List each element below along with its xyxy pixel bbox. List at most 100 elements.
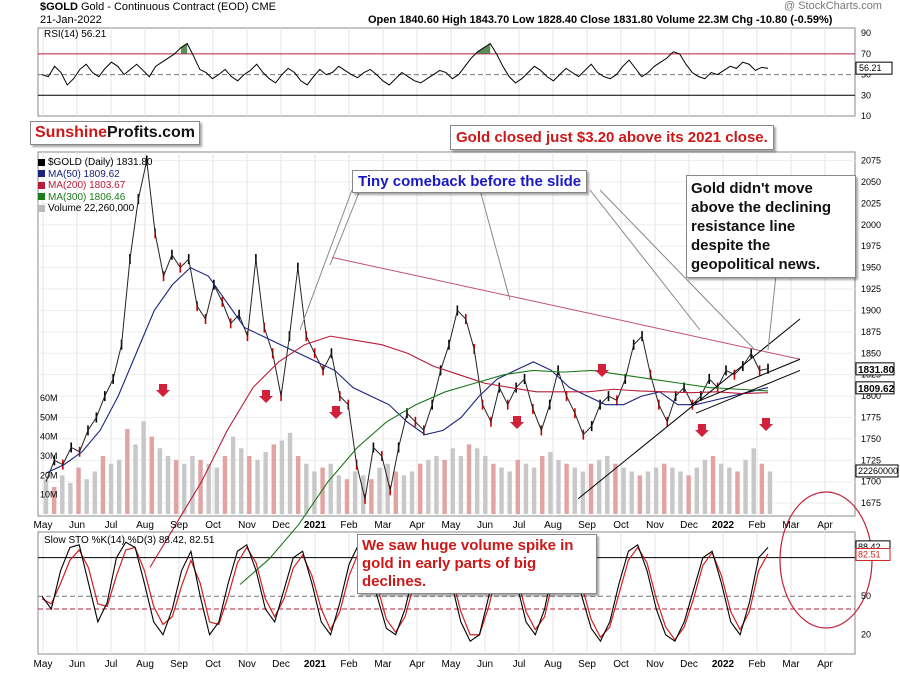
volume-bar bbox=[328, 463, 333, 514]
price-x-tick-label: Jul bbox=[513, 520, 526, 531]
watermark: @ StockCharts.com bbox=[784, 0, 882, 12]
exchange: CME bbox=[251, 1, 276, 13]
price-x-tick-label: Mar bbox=[374, 520, 392, 531]
price-y-tick-label: 1800 bbox=[861, 391, 881, 401]
price-x-tick-label: Dec bbox=[272, 520, 290, 531]
volume-bar bbox=[214, 467, 220, 514]
down-arrow-icon bbox=[595, 364, 609, 377]
sto-x-tick-label: Jul bbox=[513, 659, 526, 670]
price-value-tag-label: 1831.80 bbox=[858, 365, 895, 376]
sto-x-tick-label: Dec bbox=[272, 659, 290, 670]
volume-bar bbox=[540, 456, 545, 514]
price-x-tick-label: Sep bbox=[578, 520, 596, 531]
volume-bar bbox=[43, 479, 49, 514]
volume-bar bbox=[572, 467, 577, 514]
price-x-tick-label: 2022 bbox=[712, 520, 735, 531]
volume-bar bbox=[92, 471, 98, 514]
price-x-tick-label: Feb bbox=[340, 520, 358, 531]
price-x-tick-label: May bbox=[34, 520, 53, 531]
volume-bar bbox=[190, 456, 195, 514]
volume-bar bbox=[60, 475, 65, 514]
sto-x-tick-label: Jul bbox=[105, 659, 118, 670]
volume-bar bbox=[767, 471, 773, 514]
volume-bar bbox=[344, 479, 350, 514]
annotation-volume: We saw huge volume spike in gold in earl… bbox=[357, 534, 597, 594]
resistance-line bbox=[331, 256, 801, 360]
volume-bar bbox=[483, 456, 488, 514]
sto-value-tag-label: 88.42 bbox=[858, 542, 881, 552]
volume-bar bbox=[287, 432, 293, 514]
volume-bar bbox=[206, 463, 211, 514]
volume-bar bbox=[637, 475, 643, 514]
volume-bar bbox=[352, 471, 358, 514]
volume-value-tag-label: 22260000 bbox=[858, 466, 898, 476]
sto-x-tick-label: May bbox=[442, 659, 461, 670]
chart-date: 21-Jan-2022 bbox=[40, 14, 102, 26]
price-legend: $GOLD (Daily) 1831.80 MA(50) 1809.62 MA(… bbox=[38, 157, 153, 215]
rsi-y-tick-label: 10 bbox=[861, 111, 871, 121]
comeback-leader-5 bbox=[599, 189, 756, 351]
price-x-tick-label: Jun bbox=[477, 520, 493, 531]
comeback-leader-3 bbox=[479, 189, 511, 301]
volume-bar bbox=[336, 475, 342, 514]
price-x-tick-label: Aug bbox=[136, 520, 154, 531]
upper-channel-line bbox=[689, 358, 801, 406]
volume-bar bbox=[409, 471, 415, 514]
volume-bar bbox=[450, 448, 455, 514]
down-arrow-icon bbox=[510, 416, 524, 429]
comeback-leader-4 bbox=[589, 189, 701, 331]
volume-bar bbox=[710, 456, 716, 514]
ma200-line bbox=[149, 335, 769, 568]
sto-x-tick-label: May bbox=[34, 659, 53, 670]
volume-bar bbox=[279, 440, 285, 514]
volume-bar bbox=[426, 459, 431, 514]
volume-bar bbox=[198, 459, 203, 514]
sto-x-tick-label: Sep bbox=[170, 659, 188, 670]
rsi-value-tag bbox=[855, 61, 893, 75]
sto-x-tick-label: Feb bbox=[340, 659, 358, 670]
ohlc-readout: Open 1840.60 High 1843.70 Low 1828.40 Cl… bbox=[368, 14, 833, 26]
volume-bar bbox=[108, 463, 114, 514]
price-x-tick-label: Apr bbox=[817, 520, 833, 531]
legend-volume: Volume 22,260,000 bbox=[38, 203, 153, 215]
volume-bar bbox=[133, 444, 138, 514]
volume-bar bbox=[605, 456, 610, 514]
sto-x-tick-label: Aug bbox=[136, 659, 154, 670]
price-x-tick-label: Oct bbox=[205, 520, 221, 531]
volume-bar bbox=[678, 471, 683, 514]
volume-bar bbox=[548, 452, 553, 514]
volume-bar bbox=[499, 467, 504, 514]
volume-bar bbox=[263, 452, 268, 514]
volume-bar bbox=[743, 459, 748, 514]
volume-bar bbox=[751, 448, 756, 514]
down-arrow-icon bbox=[329, 406, 343, 419]
rsi-value-tag-label: 56.21 bbox=[859, 63, 882, 73]
volume-y-tick-label: 40M bbox=[40, 432, 58, 442]
volume-y-tick-label: 10M bbox=[40, 490, 58, 500]
price-y-tick-label: 1675 bbox=[861, 498, 881, 508]
price-panel-frame bbox=[37, 151, 856, 517]
volume-bar bbox=[507, 471, 512, 514]
volume-bar bbox=[51, 486, 57, 514]
ma300-line bbox=[239, 369, 769, 585]
lower-channel-line bbox=[695, 369, 801, 414]
down-arrow-icon bbox=[259, 390, 273, 403]
volume-bar bbox=[100, 456, 106, 514]
volume-bar bbox=[377, 467, 382, 514]
price-x-tick-label: May bbox=[442, 520, 461, 531]
volume-bar bbox=[312, 471, 317, 514]
volume-bar bbox=[247, 456, 252, 514]
volume-bar bbox=[76, 467, 81, 514]
volume-bar bbox=[596, 459, 602, 514]
legend-gold: $GOLD (Daily) 1831.80 bbox=[38, 157, 153, 169]
volume-bar bbox=[718, 463, 724, 514]
volume-bar bbox=[393, 471, 399, 514]
price-line bbox=[45, 160, 769, 499]
support-line bbox=[577, 318, 801, 500]
price-y-tick-label: 2025 bbox=[861, 198, 881, 208]
legend-ma50: MA(50) 1809.62 bbox=[38, 169, 153, 181]
sto-y-tick-label: 50 bbox=[861, 591, 871, 601]
volume-bar bbox=[458, 456, 464, 514]
volume-bar bbox=[613, 463, 618, 514]
